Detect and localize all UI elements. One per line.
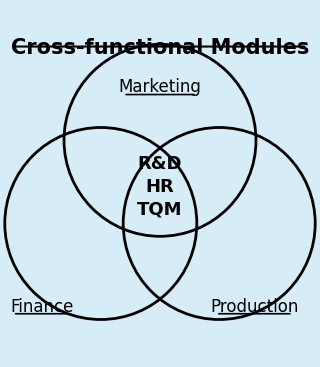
- Text: Production: Production: [210, 298, 299, 316]
- Text: Cross-functional Modules: Cross-functional Modules: [11, 38, 309, 58]
- Text: TQM: TQM: [137, 201, 183, 219]
- Text: HR: HR: [146, 178, 174, 196]
- Text: Marketing: Marketing: [119, 79, 201, 97]
- Text: Finance: Finance: [10, 298, 73, 316]
- Text: R&D: R&D: [138, 155, 182, 172]
